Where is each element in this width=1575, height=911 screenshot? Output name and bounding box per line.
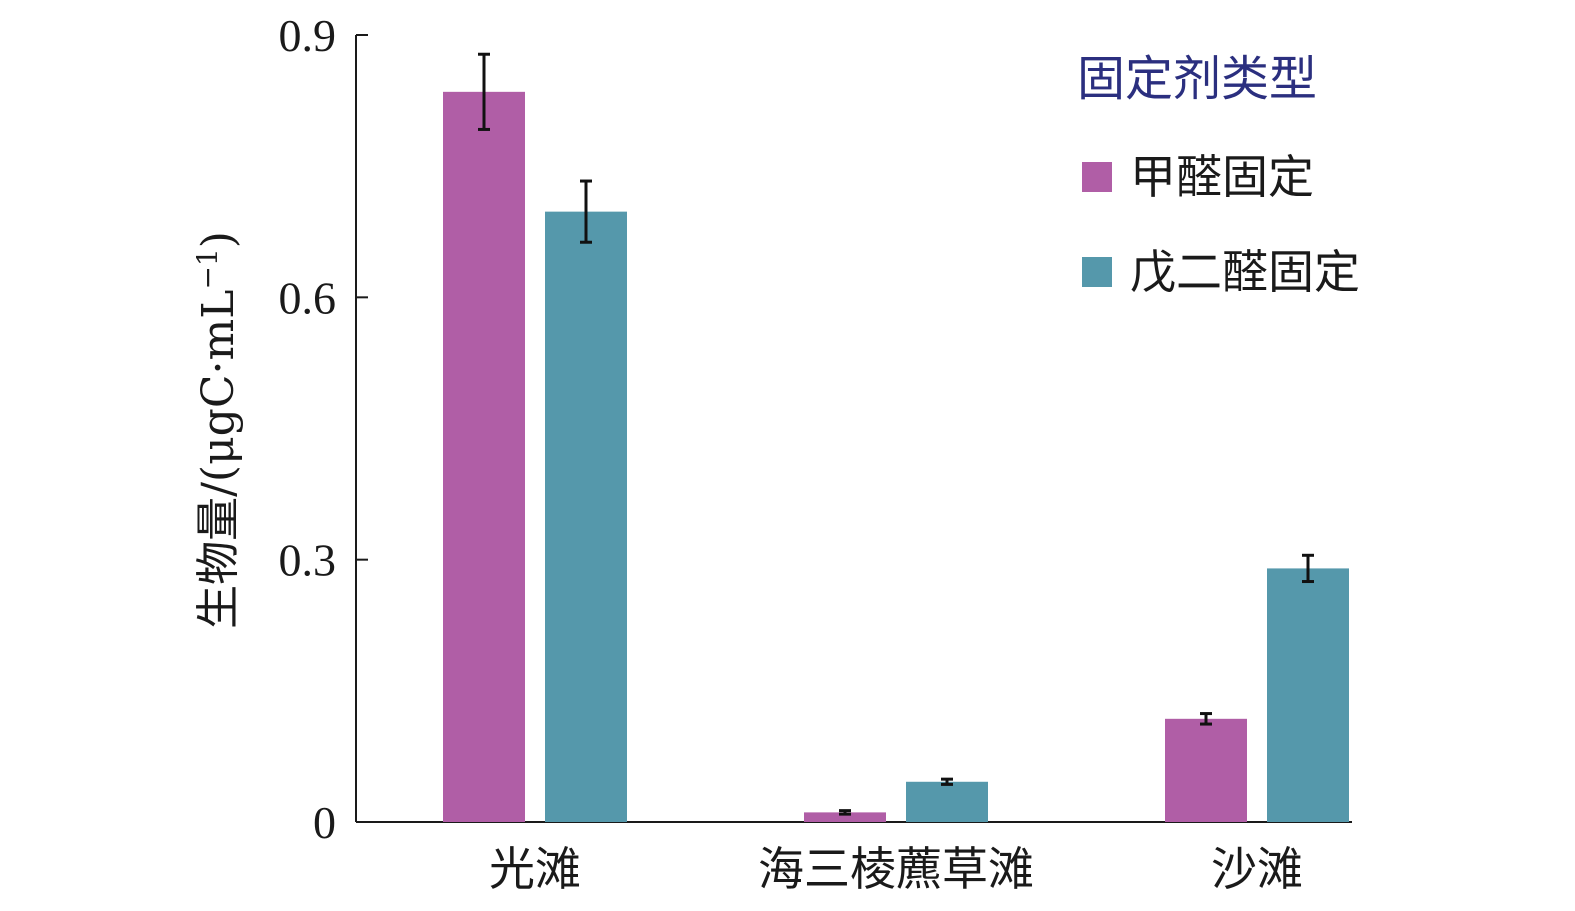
legend-label-formaldehyde: 甲醛固定 [1130, 150, 1314, 204]
y-tick-label: 0.3 [279, 535, 337, 586]
y-axis-label-close: ) [193, 231, 244, 248]
bars [443, 91, 1349, 823]
y-axis-label-sup: −1 [191, 248, 224, 289]
x-category-label: 光滩 [489, 842, 581, 896]
legend-label-glutaraldehyde: 戊二醛固定 [1130, 245, 1360, 299]
y-tick-label: 0 [313, 797, 336, 848]
y-axis-label-main: 生物量/(μgC·mL [193, 290, 244, 629]
bar-formaldehyde-1 [804, 812, 886, 822]
legend-title: 固定剂类型 [1077, 51, 1317, 107]
bar-glutaraldehyde-0 [545, 211, 627, 823]
y-axis-label: 生物量/(μgC·mL−1) [191, 231, 245, 629]
error-bars [478, 52, 1314, 816]
x-category-label: 沙滩 [1211, 842, 1303, 896]
x-category-label: 海三棱藨草滩 [758, 842, 1034, 896]
y-tick-label: 0.6 [279, 272, 337, 323]
bar-glutaraldehyde-1 [906, 781, 988, 822]
bar-formaldehyde-0 [443, 91, 525, 823]
legend-swatch-formaldehyde [1082, 162, 1112, 192]
legend-swatch-glutaraldehyde [1082, 257, 1112, 287]
bar-glutaraldehyde-2 [1267, 568, 1349, 822]
bar-formaldehyde-2 [1165, 718, 1247, 822]
y-tick-label: 0.9 [279, 10, 337, 61]
category-labels: 光滩 海三棱藨草滩 沙滩 [489, 842, 1303, 896]
legend: 固定剂类型 甲醛固定 戊二醛固定 [1077, 51, 1360, 299]
y-ticks: 0 0.3 0.6 0.9 [279, 10, 368, 848]
